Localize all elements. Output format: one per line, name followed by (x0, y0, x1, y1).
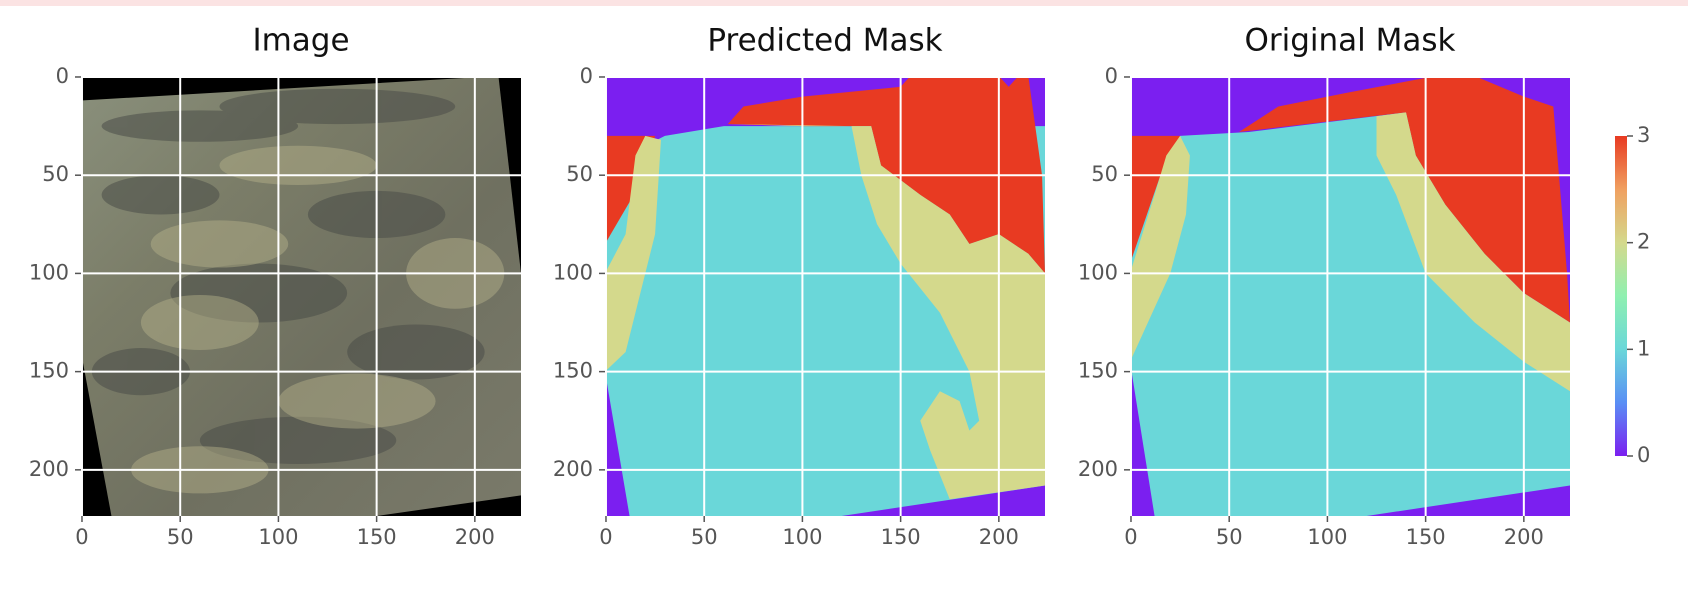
panel-title: Original Mask (1244, 23, 1455, 59)
x-tick-label: 0 (1124, 525, 1137, 549)
x-tick-label: 100 (1307, 525, 1347, 549)
y-tick-label: 0 (580, 64, 593, 88)
y-tick-label: 100 (1078, 260, 1118, 284)
x-tick-label: 200 (1504, 525, 1544, 549)
x-tick-label: 200 (979, 525, 1019, 549)
x-tick-label: 50 (691, 525, 718, 549)
y-tick-label: 50 (566, 162, 593, 186)
y-tick-label: 200 (1078, 457, 1118, 481)
x-tick-label: 150 (357, 525, 397, 549)
y-tick-label: 0 (56, 64, 69, 88)
predicted-mask (605, 76, 1045, 516)
y-tick-label: 150 (553, 359, 593, 383)
x-tick-label: 100 (782, 525, 822, 549)
y-tick-label: 150 (29, 359, 69, 383)
y-tick-label: 100 (29, 260, 69, 284)
x-tick-label: 150 (1406, 525, 1446, 549)
x-tick-label: 50 (1216, 525, 1243, 549)
y-tick-label: 50 (1091, 162, 1118, 186)
photo (81, 76, 521, 516)
colorbar-tick-label: 3 (1637, 123, 1650, 147)
y-tick-label: 50 (42, 162, 69, 186)
x-tick-label: 0 (75, 525, 88, 549)
colorbar-tick-label: 1 (1637, 336, 1650, 360)
y-tick-label: 150 (1078, 359, 1118, 383)
panel-title: Predicted Mask (707, 23, 942, 59)
x-tick-label: 200 (455, 525, 495, 549)
y-tick-label: 200 (29, 457, 69, 481)
x-tick-label: 150 (881, 525, 921, 549)
x-tick-label: 50 (167, 525, 194, 549)
y-tick-label: 0 (1105, 64, 1118, 88)
original-mask (1130, 76, 1570, 516)
y-tick-label: 200 (553, 457, 593, 481)
x-tick-label: 100 (258, 525, 298, 549)
colorbar (1615, 136, 1627, 456)
panel-title: Image (252, 23, 349, 59)
y-tick-label: 100 (553, 260, 593, 284)
colorbar-tick-label: 0 (1637, 443, 1650, 467)
x-tick-label: 0 (599, 525, 612, 549)
colorbar-tick-label: 2 (1637, 230, 1650, 254)
top-band (0, 0, 1688, 6)
